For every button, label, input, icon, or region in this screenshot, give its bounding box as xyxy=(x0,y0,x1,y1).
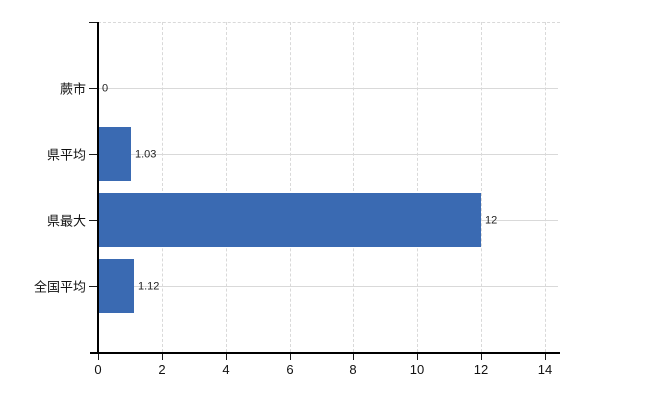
x-tick-label: 8 xyxy=(349,362,357,377)
bar-value-label: 0 xyxy=(102,82,109,95)
gridline-v xyxy=(353,22,354,352)
y-axis-tick xyxy=(89,286,97,287)
y-axis-end-tick xyxy=(89,22,97,23)
bar xyxy=(98,259,134,313)
category-label: 県最大 xyxy=(46,213,86,229)
gridline-v xyxy=(290,22,291,352)
category-label: 蕨市 xyxy=(59,81,86,97)
x-tick-label: 4 xyxy=(222,362,230,377)
x-axis-tick xyxy=(226,354,227,360)
gridline-v xyxy=(545,22,546,352)
bar xyxy=(98,193,481,247)
gridline-h xyxy=(98,286,558,287)
gridline-h xyxy=(98,154,558,155)
x-axis-tick xyxy=(98,354,99,360)
y-axis-tick xyxy=(89,88,97,89)
x-axis-tick xyxy=(545,354,546,360)
gridline-h xyxy=(98,88,558,89)
x-tick-label: 14 xyxy=(537,362,553,377)
x-tick-label: 6 xyxy=(286,362,294,377)
bar-value-label: 1.03 xyxy=(135,148,157,161)
x-axis-tick xyxy=(353,354,354,360)
x-axis-tick xyxy=(481,354,482,360)
y-axis-tick xyxy=(89,220,97,221)
category-label: 県平均 xyxy=(46,147,86,163)
x-tick-label: 12 xyxy=(473,362,489,377)
x-axis-tick xyxy=(162,354,163,360)
x-tick-label: 10 xyxy=(409,362,425,377)
y-axis-tick xyxy=(89,154,97,155)
y-axis-line xyxy=(97,22,99,354)
plot-top-border xyxy=(98,22,560,23)
bar xyxy=(98,127,131,181)
x-axis-tick xyxy=(417,354,418,360)
bar-value-label: 1.12 xyxy=(138,280,160,293)
x-tick-label: 2 xyxy=(158,362,166,377)
gridline-v xyxy=(417,22,418,352)
gridline-v xyxy=(226,22,227,352)
gridline-v xyxy=(481,22,482,352)
x-axis-line xyxy=(90,352,560,354)
x-tick-label: 0 xyxy=(94,362,102,377)
x-axis-tick xyxy=(290,354,291,360)
gridline-v xyxy=(162,22,163,352)
category-label: 全国平均 xyxy=(33,279,86,295)
bar-value-label: 12 xyxy=(485,214,498,227)
